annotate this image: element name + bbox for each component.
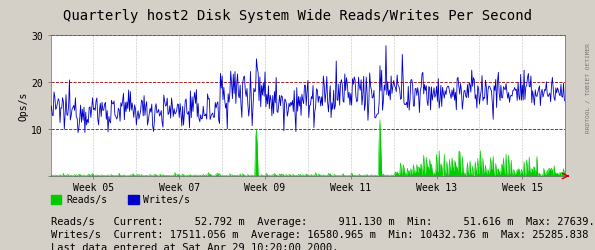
Text: Reads/s: Reads/s (66, 194, 107, 204)
Bar (51, 195, 61, 204)
Text: Reads/s   Current:     52.792 m  Average:     911.130 m  Min:     51.616 m  Max:: Reads/s Current: 52.792 m Average: 911.1… (51, 216, 595, 226)
Bar (128, 195, 139, 204)
Y-axis label: Ops/s: Ops/s (18, 92, 29, 121)
Text: Quarterly host2 Disk System Wide Reads/Writes Per Second: Quarterly host2 Disk System Wide Reads/W… (63, 9, 532, 23)
Text: RRDTOOL / TOBIET OETIMER: RRDTOOL / TOBIET OETIMER (585, 43, 590, 132)
Text: Last data entered at Sat Apr 29 10:20:00 2000.: Last data entered at Sat Apr 29 10:20:00… (51, 242, 338, 250)
Text: Writes/s: Writes/s (143, 194, 190, 204)
Text: Writes/s  Current: 17511.056 m  Average: 16580.965 m  Min: 10432.736 m  Max: 252: Writes/s Current: 17511.056 m Average: 1… (51, 229, 595, 239)
